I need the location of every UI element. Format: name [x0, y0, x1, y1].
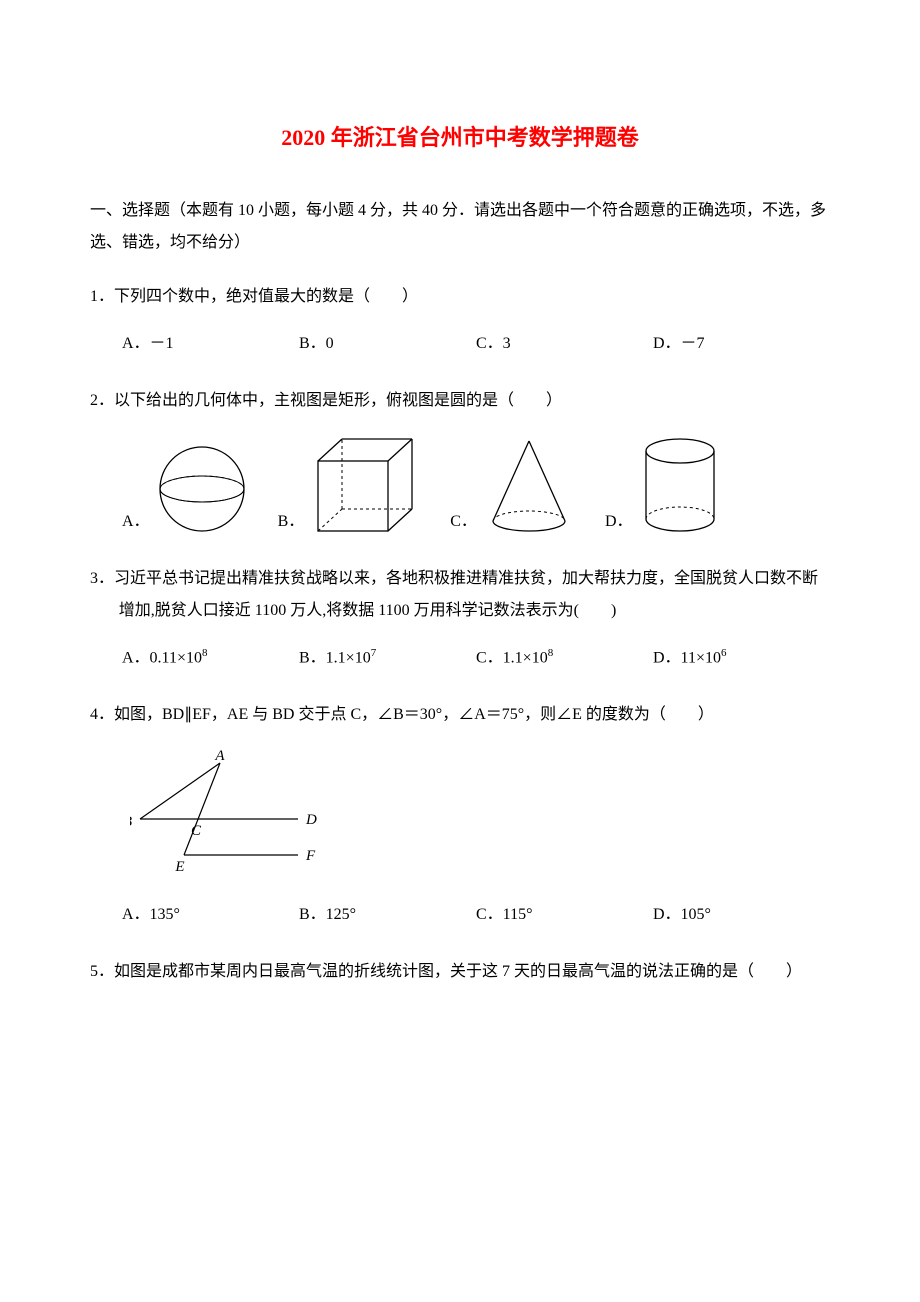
option-4a: A．135°	[122, 902, 299, 928]
option-2d-label: D．	[605, 509, 633, 535]
option-2b-label: B．	[278, 509, 305, 535]
option-3a-prefix: A．0.11×10	[122, 649, 202, 666]
option-2c-label: C．	[450, 509, 477, 535]
option-3b: B．1.1×107	[299, 645, 476, 671]
label-E: E	[174, 859, 184, 874]
question-3-text: 3．习近平总书记提出精准扶贫战略以来，各地积极推进精准扶贫，加大帮扶力度，全国脱…	[90, 563, 830, 627]
question-2-text: 2．以下给出的几何体中，主视图是矩形，俯视图是圆的是（ ）	[90, 385, 830, 417]
label-C: C	[191, 823, 202, 839]
question-2: 2．以下给出的几何体中，主视图是矩形，俯视图是圆的是（ ） A． B．	[90, 385, 830, 535]
option-3a-sup: 8	[202, 647, 208, 659]
question-5: 5．如图是成都市某周内日最高气温的折线统计图，关于这 7 天的日最高气温的说法正…	[90, 956, 830, 988]
option-1b: B．0	[299, 331, 476, 357]
label-A: A	[214, 749, 225, 764]
question-5-text: 5．如图是成都市某周内日最高气温的折线统计图，关于这 7 天的日最高气温的说法正…	[90, 956, 830, 988]
option-3b-prefix: B．1.1×10	[299, 649, 371, 666]
question-4-figure: A B C D E F	[90, 749, 830, 883]
option-1d: D．－7	[653, 331, 830, 357]
question-4-options: A．135° B．125° C．115° D．105°	[90, 902, 830, 928]
question-4-text: 4．如图，BD∥EF，AE 与 BD 交于点 C，∠B＝30°，∠A＝75°，则…	[90, 699, 830, 731]
triangle-diagram-icon: A B C D E F	[130, 749, 330, 874]
label-F: F	[305, 848, 316, 864]
option-3b-sup: 7	[371, 647, 377, 659]
option-4c: C．115°	[476, 902, 653, 928]
option-3a: A．0.11×108	[122, 645, 299, 671]
cube-icon	[310, 435, 420, 535]
option-4d: D．105°	[653, 902, 830, 928]
label-B: B	[130, 814, 132, 830]
sphere-icon	[156, 443, 248, 535]
option-2a-container: A．	[122, 443, 248, 535]
question-3-options: A．0.11×108 B．1.1×107 C．1.1×108 D．11×106	[90, 645, 830, 671]
cone-icon	[483, 435, 575, 535]
option-3d-prefix: D．11×10	[653, 649, 721, 666]
document-title: 2020 年浙江省台州市中考数学押题卷	[90, 120, 830, 155]
question-1-text: 1．下列四个数中，绝对值最大的数是（ ）	[90, 281, 830, 313]
option-3c-sup: 8	[548, 647, 554, 659]
option-2a-label: A．	[122, 509, 150, 535]
question-3: 3．习近平总书记提出精准扶贫战略以来，各地积极推进精准扶贫，加大帮扶力度，全国脱…	[90, 563, 830, 671]
question-4: 4．如图，BD∥EF，AE 与 BD 交于点 C，∠B＝30°，∠A＝75°，则…	[90, 699, 830, 928]
option-2b-container: B．	[278, 435, 421, 535]
option-4b: B．125°	[299, 902, 476, 928]
question-2-options: A． B． C．	[90, 435, 830, 535]
option-2d-container: D．	[605, 435, 721, 535]
option-3c: C．1.1×108	[476, 645, 653, 671]
option-1c: C．3	[476, 331, 653, 357]
question-1: 1．下列四个数中，绝对值最大的数是（ ） A．－1 B．0 C．3 D．－7	[90, 281, 830, 357]
option-3d: D．11×106	[653, 645, 830, 671]
label-D: D	[305, 812, 317, 828]
cylinder-icon	[639, 435, 721, 535]
section-1-header: 一、选择题（本题有 10 小题，每小题 4 分，共 40 分．请选出各题中一个符…	[90, 195, 830, 259]
question-1-options: A．－1 B．0 C．3 D．－7	[90, 331, 830, 357]
option-3c-prefix: C．1.1×10	[476, 649, 548, 666]
option-2c-container: C．	[450, 435, 575, 535]
option-3d-sup: 6	[721, 647, 727, 659]
option-1a: A．－1	[122, 331, 299, 357]
